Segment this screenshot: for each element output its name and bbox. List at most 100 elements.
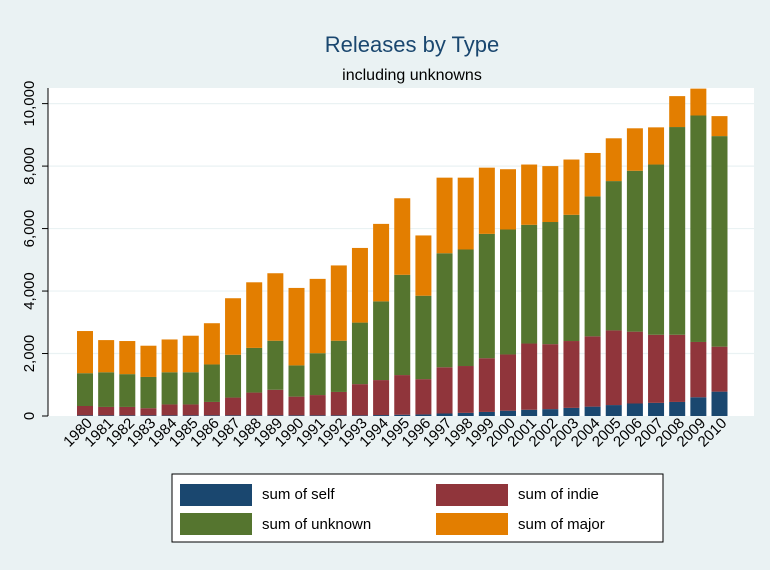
legend-swatch [436,484,508,506]
bar-segment-sum-of-indie [669,334,686,402]
bar-segment-sum-of-unknown [690,115,707,342]
bar-segment-sum-of-unknown [267,340,284,390]
bar-segment-sum-of-self [542,409,559,416]
bar-segment-sum-of-major [309,278,326,354]
bar-segment-sum-of-major [669,96,686,128]
bar-segment-sum-of-self [225,415,242,416]
bar-segment-sum-of-indie [140,408,157,416]
bar-segment-sum-of-unknown [521,224,538,344]
bar-segment-sum-of-self [500,410,516,416]
bar-segment-sum-of-unknown [119,374,136,407]
legend-box [171,473,664,543]
bar-segment-sum-of-indie [330,391,347,416]
legend-label: sum of unknown [262,516,371,533]
bar-segment-sum-of-indie [415,379,432,415]
bar-segment-sum-of-self [521,409,538,416]
y-tick-label: 8,000 [21,147,38,185]
bar-segment-sum-of-indie [584,336,601,407]
bar-segment-sum-of-indie [457,366,474,413]
bar-segment-sum-of-major [690,88,707,116]
bar-segment-sum-of-major [225,298,242,355]
bar-segment-sum-of-major [415,235,432,296]
bar-segment-sum-of-self [267,415,284,416]
bar-segment-sum-of-self [626,403,643,416]
bar-segment-sum-of-self [563,407,580,416]
bar-segment-sum-of-unknown [542,222,559,345]
bar-segment-sum-of-indie [182,404,199,416]
bar-segment-sum-of-indie [500,354,516,411]
bar-segment-sum-of-unknown [288,365,305,397]
y-tick-label: 2,000 [21,335,38,373]
bar-segment-sum-of-unknown [182,372,199,405]
bar-segment-sum-of-major [711,116,728,137]
bar-segment-sum-of-indie [351,384,368,416]
bar-segment-sum-of-major [161,339,178,373]
bar-segment-sum-of-major [351,247,368,323]
bar-segment-sum-of-self [288,415,305,416]
bar-segment-sum-of-unknown [246,347,263,393]
legend-swatch [180,513,252,535]
bar-segment-sum-of-indie [542,344,559,410]
bar-segment-sum-of-major [521,164,538,225]
bar-segment-sum-of-indie [225,397,242,416]
bar-segment-sum-of-major [246,282,263,348]
bar-segment-sum-of-unknown [436,253,453,368]
bar-segment-sum-of-unknown [563,214,580,342]
bar-segment-sum-of-self [605,405,622,416]
bar-segment-sum-of-indie [203,401,220,416]
bar-segment-sum-of-major [288,287,305,366]
bar-segment-sum-of-major [330,265,347,341]
chart-title: Releases by Type [325,32,499,57]
bar-segment-sum-of-major [563,159,580,215]
bar-segment-sum-of-self [373,415,390,416]
bar-segment-sum-of-self [203,415,220,416]
bar-segment-sum-of-self [436,413,453,416]
bar-segment-sum-of-major [267,273,284,341]
bar-segment-sum-of-unknown [394,274,411,376]
bar-segment-sum-of-self [478,411,495,416]
bar-segment-sum-of-indie [605,330,622,406]
bar-segment-sum-of-self [119,415,136,416]
bar-segment-sum-of-self [330,415,347,416]
bar-segment-sum-of-self [711,391,728,416]
bar-segment-sum-of-unknown [478,233,495,359]
bar-segment-sum-of-unknown [203,364,220,402]
bar-segment-sum-of-unknown [669,127,686,335]
bar-segment-sum-of-indie [648,334,665,403]
bar-segment-sum-of-self [394,414,411,416]
bar-segment-sum-of-self [246,415,263,416]
legend-label: sum of major [518,516,605,533]
bar-segment-sum-of-indie [288,396,305,416]
y-tick-label: 4,000 [21,272,38,310]
legend-label: sum of self [262,486,335,503]
bar-segment-sum-of-self [415,414,432,416]
bars-layer [77,88,728,416]
bar-segment-sum-of-unknown [309,353,326,396]
bar-segment-sum-of-unknown [77,373,93,407]
bar-segment-sum-of-self [690,397,707,416]
bar-segment-sum-of-indie [711,346,728,392]
bar-segment-sum-of-self [98,415,115,416]
legend-swatch [180,484,252,506]
bar-segment-sum-of-unknown [626,170,643,332]
bar-segment-sum-of-indie [77,406,93,416]
bar-segment-sum-of-self [457,412,474,416]
bar-segment-sum-of-major [140,345,157,377]
bar-segment-sum-of-self [309,415,326,416]
bar-segment-sum-of-major [542,166,559,223]
bar-segment-sum-of-unknown [605,181,622,331]
bar-segment-sum-of-unknown [415,295,432,380]
bar-segment-sum-of-indie [626,331,643,404]
bar-segment-sum-of-unknown [711,136,728,347]
bar-segment-sum-of-major [478,167,495,234]
bar-segment-sum-of-major [203,323,220,365]
legend-label: sum of indie [518,486,599,503]
bar-segment-sum-of-indie [309,395,326,416]
bar-segment-sum-of-major [182,335,199,373]
bar-segment-sum-of-unknown [330,340,347,392]
bar-segment-sum-of-indie [690,341,707,398]
bar-segment-sum-of-unknown [140,376,157,409]
bar-segment-sum-of-unknown [500,229,516,355]
